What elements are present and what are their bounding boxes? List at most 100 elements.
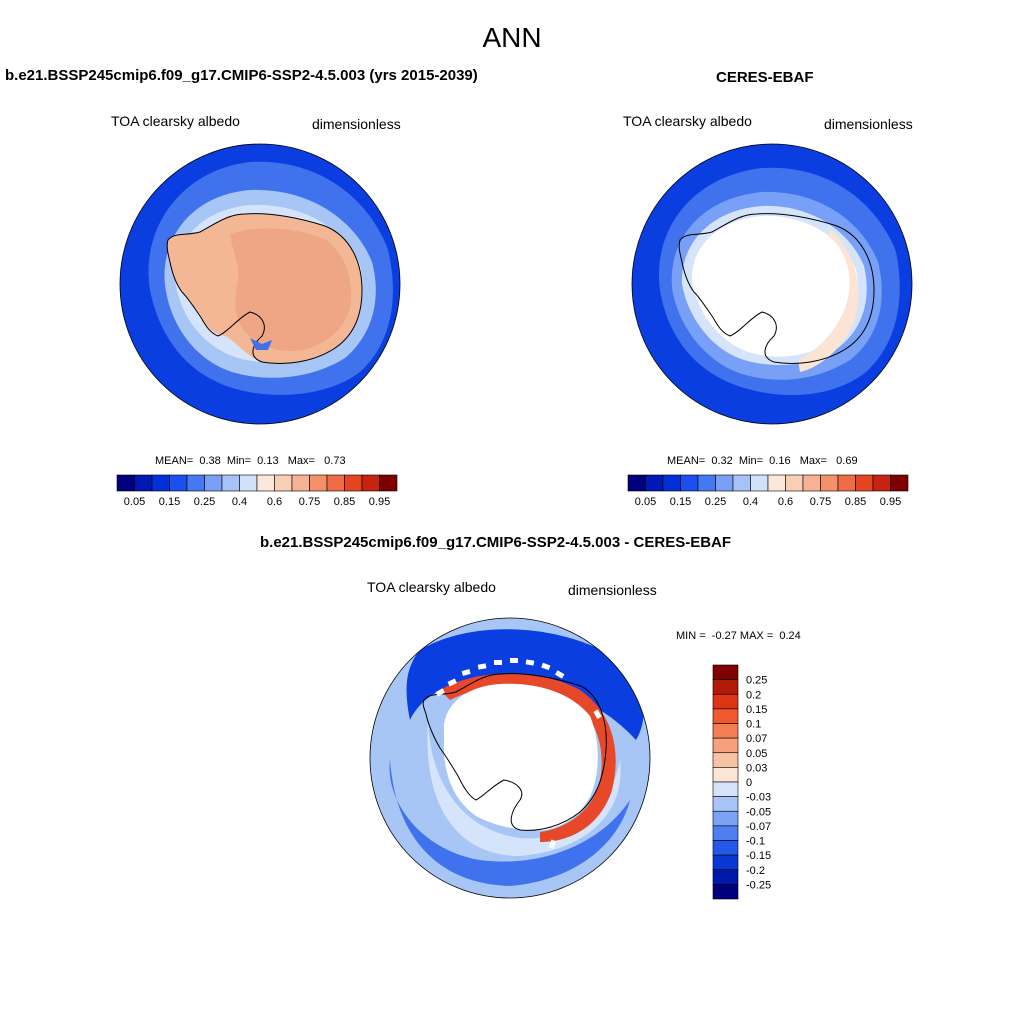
model-colorbar-swatch-12 [326, 474, 345, 492]
diff-colorbar-swatch-10 [712, 810, 739, 827]
model-panel-title: b.e21.BSSP245cmip6.f09_g17.CMIP6-SSP2-4.… [5, 67, 478, 84]
model-colorbar-swatch-4 [186, 474, 205, 492]
obs-panel-title: CERES-EBAF [716, 69, 814, 86]
model-colorbar-swatch-8 [256, 474, 275, 492]
diff-min-value: -0.27 [711, 630, 737, 642]
model-colorbar-swatch-0 [116, 474, 135, 492]
obs-colorbar-swatch-4 [697, 474, 716, 492]
obs-colorbar-swatch-2 [662, 474, 681, 492]
obs-colorbar-tick-label: 0.25 [705, 496, 726, 508]
diff-colorbar-swatch-13 [712, 854, 739, 871]
diff-colorbar-tick-label: 0.25 [746, 675, 767, 687]
diff-colorbar-tick-label: -0.2 [746, 865, 765, 877]
diff-polar-map [370, 618, 650, 898]
diff-colorbar-tick-label: -0.1 [746, 836, 765, 848]
obs-colorbar-swatch-9 [785, 474, 804, 492]
obs-colorbar-tick-label: 0.6 [778, 496, 793, 508]
model-polar-map [120, 144, 400, 424]
obs-colorbar-swatch-14 [872, 474, 891, 492]
obs-colorbar-swatch-7 [750, 474, 769, 492]
diff-colorbar-swatch-5 [712, 737, 739, 754]
diff-colorbar-tick-label: -0.07 [746, 821, 771, 833]
diff-colorbar-swatch-4 [712, 723, 739, 739]
diff-colorbar-tick-label: 0 [746, 777, 752, 789]
diff-colorbar-swatch-14 [712, 869, 739, 885]
diff-colorbar-tick-label: 0.07 [746, 733, 767, 745]
diff-map-border [369, 617, 651, 899]
diff-colorbar-swatch-1 [712, 679, 739, 695]
obs-colorbar-swatch-15 [890, 474, 909, 492]
diff-variable-label: TOA clearsky albedo [367, 579, 496, 595]
page-title: ANN [482, 22, 542, 53]
obs-colorbar-swatch-0 [627, 474, 646, 492]
obs-colorbar-swatch-12 [837, 474, 856, 492]
model-colorbar-swatch-7 [239, 474, 258, 492]
diff-colorbar: 0.25 0.2 0.15 0.1 0.07 0.05 0.03 0 -0.03 -0.05 -0.… [712, 664, 771, 900]
model-colorbar-swatch-9 [274, 474, 293, 492]
diff-colorbar-tick-label: -0.25 [746, 879, 771, 891]
model-colorbar-swatch-1 [134, 474, 153, 492]
obs-colorbar-swatch-11 [820, 474, 839, 492]
model-max-value: 0.73 [324, 455, 346, 467]
diff-units-label: dimensionless [568, 582, 657, 598]
diff-max-value: 0.24 [779, 630, 801, 642]
model-units-label: dimensionless [312, 116, 401, 132]
model-mean-value: 0.38 [199, 455, 221, 467]
obs-polar-map [632, 144, 912, 424]
obs-colorbar-swatch-5 [715, 474, 734, 492]
diff-colorbar-swatch-2 [712, 693, 739, 710]
model-min-value: 0.13 [257, 455, 279, 467]
model-colorbar-tick-label: 0.15 [159, 496, 180, 508]
model-colorbar-swatch-11 [309, 474, 328, 492]
diff-colorbar-swatch-6 [712, 752, 739, 768]
diff-colorbar-tick-label: 0.15 [746, 704, 767, 716]
obs-min-value: 0.16 [769, 455, 791, 467]
obs-map-border [631, 143, 913, 425]
obs-variable-label: TOA clearsky albedo [623, 113, 752, 129]
obs-colorbar-swatch-1 [645, 474, 664, 492]
diff-colorbar-tick-label: -0.15 [746, 850, 771, 862]
diff-colorbar-swatch-11 [712, 825, 739, 841]
model-colorbar-swatch-10 [291, 474, 310, 492]
obs-mean-value: 0.32 [711, 455, 733, 467]
diff-colorbar-tick-label: 0.05 [746, 748, 767, 760]
diff-colorbar-swatch-7 [712, 767, 739, 783]
model-colorbar-swatch-6 [221, 474, 240, 492]
diff-colorbar-tick-label: 0.03 [746, 762, 767, 774]
obs-colorbar-tick-label: 0.4 [743, 496, 758, 508]
model-colorbar-tick-label: 0.05 [124, 496, 145, 508]
obs-colorbar-tick-label: 0.95 [880, 496, 901, 508]
model-map-border [119, 143, 401, 425]
obs-units-label: dimensionless [824, 116, 913, 132]
diff-panel-title: b.e21.BSSP245cmip6.f09_g17.CMIP6-SSP2-4.… [260, 534, 732, 551]
diff-stats: MIN = -0.27 MAX = 0.24 [676, 630, 801, 642]
obs-colorbar-swatch-6 [732, 474, 751, 492]
obs-colorbar-tick-label: 0.85 [845, 496, 866, 508]
model-colorbar-swatch-14 [361, 474, 380, 492]
diff-colorbar-swatch-3 [712, 708, 739, 724]
model-colorbar-swatch-2 [151, 474, 170, 492]
diff-colorbar-swatch-9 [712, 796, 739, 812]
model-colorbar-tick-label: 0.95 [369, 496, 390, 508]
obs-colorbar-swatch-3 [680, 474, 699, 492]
diff-colorbar-tick-label: -0.03 [746, 792, 771, 804]
model-colorbar-swatch-15 [379, 474, 398, 492]
model-colorbar-tick-label: 0.6 [267, 496, 282, 508]
model-colorbar-tick-label: 0.25 [194, 496, 215, 508]
diff-colorbar-swatch-8 [712, 781, 739, 797]
diff-colorbar-swatch-12 [712, 840, 739, 856]
model-colorbar-swatch-3 [169, 474, 188, 492]
diff-colorbar-tick-label: 0.2 [746, 689, 761, 701]
model-colorbar-tick-label: 0.4 [232, 496, 247, 508]
diff-colorbar-swatch-15 [712, 884, 739, 900]
obs-colorbar-swatch-13 [855, 474, 874, 492]
model-colorbar-swatch-5 [204, 474, 223, 492]
diff-colorbar-swatch-0 [712, 664, 739, 680]
model-colorbar-swatch-13 [344, 474, 363, 492]
diff-colorbar-tick-label: 0.1 [746, 719, 761, 731]
model-colorbar: 0.05 0.15 0.25 0.4 0.6 0.75 0.85 0.95 [116, 474, 398, 508]
obs-colorbar-tick-label: 0.75 [810, 496, 831, 508]
model-stats: MEAN= 0.38 Min= 0.13 Max= 0.73 [155, 455, 346, 467]
obs-stats: MEAN= 0.32 Min= 0.16 Max= 0.69 [667, 455, 858, 467]
